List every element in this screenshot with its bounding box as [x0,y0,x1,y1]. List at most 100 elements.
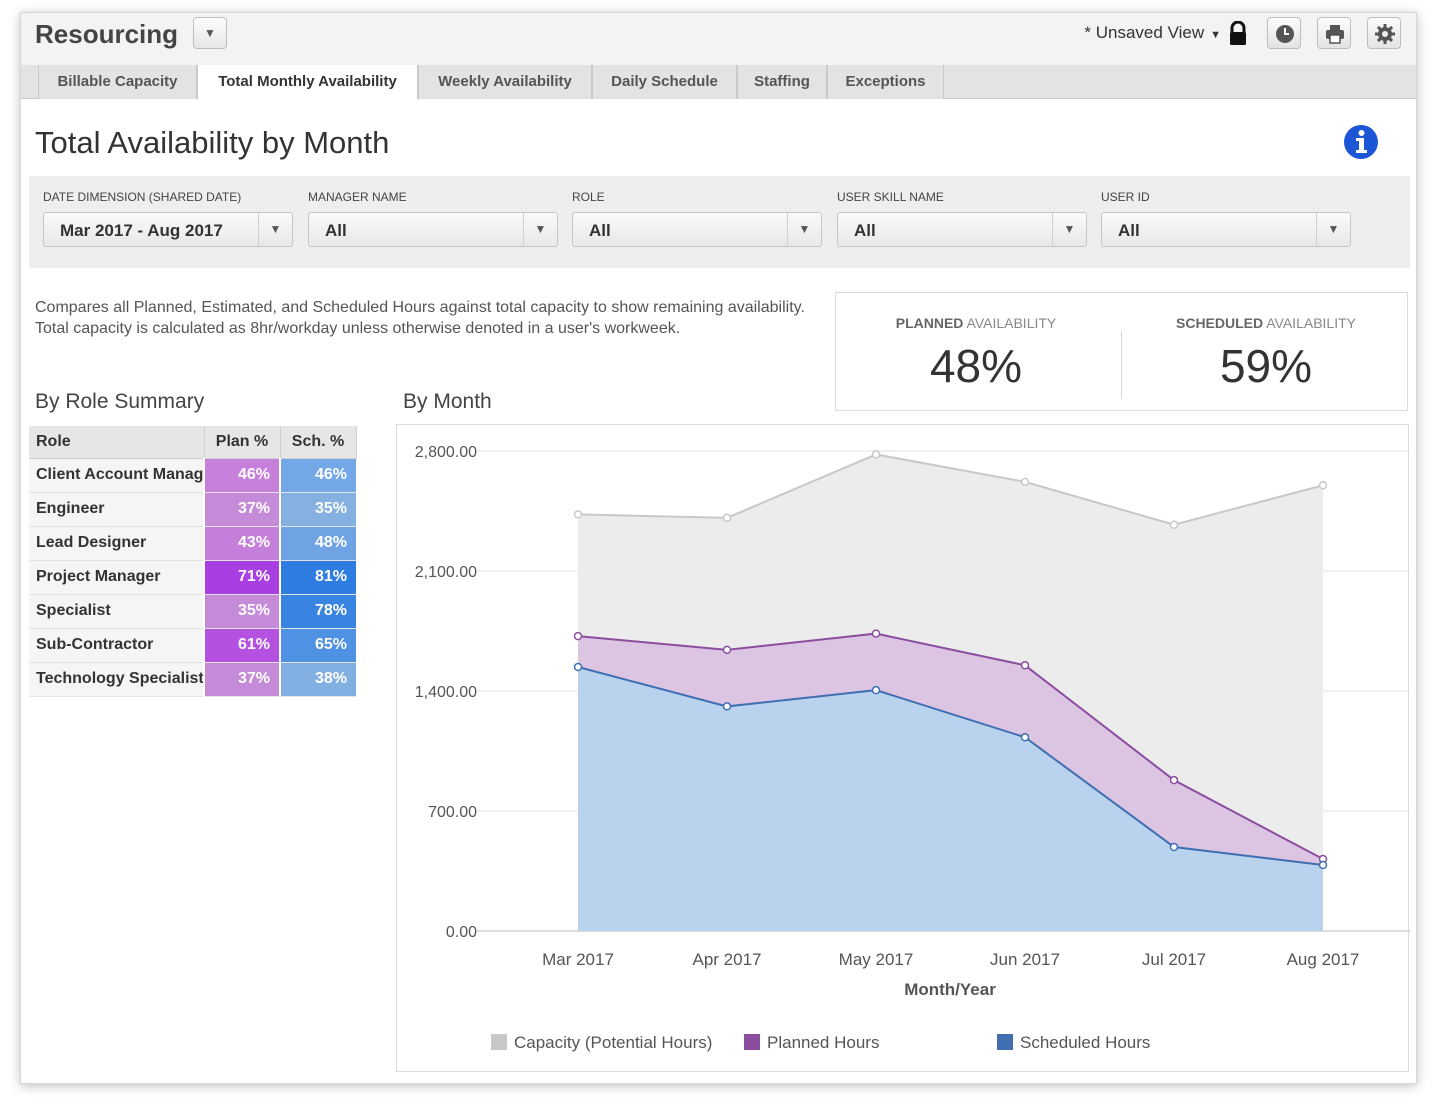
x-tick-label: Jun 2017 [990,950,1060,969]
series-line-2 [577,666,1324,866]
legend-label: Planned Hours [767,1033,879,1052]
filter-bar: DATE DIMENSION (SHARED DATE) Mar 2017 - … [29,176,1410,268]
filter-value: All [589,221,611,240]
filter-label: USER ID [1101,190,1150,204]
role-name-cell: Specialist [29,594,204,629]
user-id-select[interactable]: All ▼ [1101,212,1351,247]
kpi-divider [1121,331,1122,399]
series-line-1 [577,632,1324,860]
user-skill-name-select[interactable]: All ▼ [837,212,1087,247]
info-icon[interactable] [1343,124,1379,160]
lock-icon[interactable] [1226,21,1250,47]
app-menu-dropdown[interactable]: ▼ [193,17,227,49]
tab-staffing[interactable]: Staffing [737,65,827,99]
tab-daily-schedule[interactable]: Daily Schedule [592,65,737,99]
role-select[interactable]: All ▼ [572,212,822,247]
x-tick-label: Mar 2017 [542,950,614,969]
data-point [573,631,583,641]
plan-pct-cell: 46% [203,458,280,493]
chevron-down-icon: ▼ [1316,213,1350,246]
data-point [871,629,881,638]
column-header-sch[interactable]: Sch. % [280,426,357,459]
filter-value: Mar 2017 - Aug 2017 [60,221,223,240]
filter-date-dimension: DATE DIMENSION (SHARED DATE) Mar 2017 - … [43,190,293,247]
planned-availability-kpi: PLANNED AVAILABILITY 48% [836,315,1116,393]
data-point [1169,775,1179,785]
data-point [722,702,732,711]
sch-pct-cell: 48% [279,526,356,561]
chevron-down-icon: ▼ [204,26,216,40]
legend-swatch [997,1034,1013,1050]
header-bar: Resourcing ▼ * Unsaved View ▼ [21,13,1416,65]
tab-billable-capacity[interactable]: Billable Capacity [38,65,197,99]
table-row[interactable]: Specialist 35% 78% [29,594,356,629]
table-row[interactable]: Project Manager 71% 81% [29,560,356,595]
filter-user-id: USER ID All ▼ [1101,190,1351,247]
filter-value: All [854,221,876,240]
clock-icon [1276,25,1294,43]
plan-pct-cell: 71% [203,560,280,595]
data-point [871,685,881,695]
sch-pct-cell: 65% [279,628,356,663]
app-window: Resourcing ▼ * Unsaved View ▼ [20,12,1417,1084]
role-summary-table: Role Plan % Sch. % Client Account Manage… [29,426,357,697]
settings-button[interactable] [1367,17,1401,49]
data-point [1020,477,1030,487]
date-dimension-select[interactable]: Mar 2017 - Aug 2017 ▼ [43,212,293,247]
column-header-plan[interactable]: Plan % [204,426,281,459]
legend-swatch [491,1034,507,1050]
sch-pct-cell: 81% [279,560,356,595]
plan-pct-cell: 35% [203,594,280,629]
filter-label: ROLE [572,190,605,204]
kpi-label: PLANNED AVAILABILITY [895,315,1057,331]
filter-label: DATE DIMENSION (SHARED DATE) [43,190,242,204]
scheduled-availability-kpi: SCHEDULED AVAILABILITY 59% [1126,315,1406,393]
legend-label: Scheduled Hours [1020,1033,1150,1052]
view-selector[interactable]: * Unsaved View ▼ [1084,23,1221,43]
tab-total-monthly-availability[interactable]: Total Monthly Availability [197,65,418,100]
filter-label: MANAGER NAME [308,190,407,204]
table-row[interactable]: Lead Designer 43% 48% [29,526,356,561]
tab-bar: Billable Capacity Total Monthly Availabi… [21,65,1416,100]
role-name-cell: Sub-Contractor [29,628,204,663]
table-row[interactable]: Sub-Contractor 61% 65% [29,628,356,663]
area-chart: 2,800.00 2,100.00 1,400.00 700.00 0.00 Mar 20… [415,444,1410,1052]
data-point [722,645,732,655]
filter-user-skill-name: USER SKILL NAME All ▼ [837,190,1087,247]
tab-weekly-availability[interactable]: Weekly Availability [418,65,592,99]
x-tick-label: May 2017 [839,950,914,969]
data-point [1020,661,1030,670]
role-name-cell: Engineer [29,492,204,527]
table-row[interactable]: Technology Specialist 37% 38% [29,662,356,697]
table-row[interactable]: Engineer 37% 35% [29,492,356,527]
tab-exceptions[interactable]: Exceptions [827,65,944,99]
plan-pct-cell: 43% [203,526,280,561]
series-line-0 [577,453,1324,526]
plan-pct-cell: 61% [203,628,280,663]
role-name-cell: Technology Specialist [29,662,204,697]
by-month-chart: 2,800.00 2,100.00 1,400.00 700.00 0.00 Mar 20… [396,424,1410,1072]
y-tick-label: 2,800.00 [415,444,477,461]
sch-pct-cell: 38% [279,662,356,697]
gear-icon [1375,24,1395,44]
print-button[interactable] [1317,17,1351,49]
kpi-panel: PLANNED AVAILABILITY 48% SCHEDULED AVAIL… [835,292,1408,411]
data-point [573,662,583,672]
data-point [1318,481,1328,490]
manager-name-select[interactable]: All ▼ [308,212,558,247]
filter-value: All [1118,221,1140,240]
sch-pct-cell: 78% [279,594,356,629]
kpi-value: 48% [929,340,1023,392]
filter-role: ROLE All ▼ [572,190,822,247]
caret-down-icon: ▼ [1210,29,1221,41]
legend-label: Capacity (Potential Hours) [514,1033,712,1052]
by-month-title: By Month [403,390,492,413]
filter-label: USER SKILL NAME [837,190,944,204]
plan-pct-cell: 37% [203,492,280,527]
column-header-role[interactable]: Role [29,426,205,459]
history-button[interactable] [1267,17,1301,49]
chevron-down-icon: ▼ [1052,213,1086,246]
chevron-down-icon: ▼ [258,213,292,246]
table-row[interactable]: Client Account Manager 46% 46% [29,458,356,493]
data-point [573,510,583,519]
